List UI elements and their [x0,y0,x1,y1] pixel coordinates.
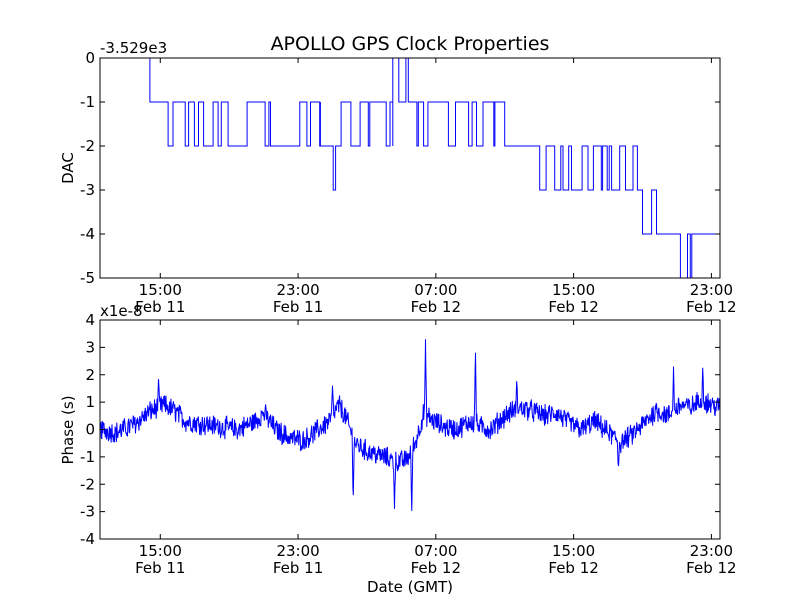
phase-xtick-date-label: Feb 12 [548,559,598,577]
phase-xtick-time-label: 07:00 [414,542,457,560]
phase-axes-frame [99,319,721,540]
phase-offset-label: x1e-8 [100,302,143,320]
phase-ytick-label: -3 [80,503,95,521]
dac-offset-label: -3.529e3 [100,39,167,57]
phase-ytick-label: 3 [85,338,95,356]
phase-x-axis-label: Date (GMT) [367,578,453,596]
dac-ytick-label: -5 [80,269,95,287]
phase-y-axis-label: Phase (s) [59,395,77,464]
phase-ytick-label: 0 [85,421,95,439]
dac-ytick-label: -2 [80,137,95,155]
dac-xtick-date-label: Feb 12 [686,298,736,316]
dac-series-line [100,57,721,279]
dac-ytick-label: -1 [80,93,95,111]
dac-xtick-date-label: Feb 11 [135,298,185,316]
phase-ytick-label: 2 [85,366,95,384]
dac-xtick-time-label: 07:00 [414,281,457,299]
dac-series-layer [100,57,721,279]
chart-title: APOLLO GPS Clock Properties [271,33,550,55]
dac-xtick-date-label: Feb 12 [411,298,461,316]
dac-xtick-time-label: 23:00 [276,281,319,299]
dac-xtick-date-label: Feb 12 [548,298,598,316]
phase-xtick-time-label: 23:00 [690,542,733,560]
phase-ytick-label: 1 [85,393,95,411]
dac-ytick-label: 0 [85,49,95,67]
phase-xtick-time-label: 23:00 [276,542,319,560]
dac-xtick-date-label: Feb 11 [273,298,323,316]
phase-ytick-label: -4 [80,530,95,548]
dac-xtick-time-label: 15:00 [139,281,182,299]
dac-axes-frame [99,57,721,279]
phase-ytick-label: 4 [85,311,95,329]
phase-xtick-date-label: Feb 12 [411,559,461,577]
dac-xtick-time-label: 23:00 [690,281,733,299]
dac-ytick-label: -4 [80,225,95,243]
phase-series-layer [99,339,721,511]
dac-xtick-time-label: 15:00 [552,281,595,299]
phase-xtick-date-label: Feb 12 [686,559,736,577]
phase-ytick-label: -1 [80,448,95,466]
phase-ytick-label: -2 [80,475,95,493]
dac-y-axis-label: DAC [59,152,77,184]
phase-xtick-time-label: 15:00 [139,542,182,560]
phase-xtick-date-label: Feb 11 [135,559,185,577]
dac-ytick-label: -3 [80,181,95,199]
phase-xtick-time-label: 15:00 [552,542,595,560]
phase-series-line [99,339,721,511]
phase-xtick-date-label: Feb 11 [273,559,323,577]
